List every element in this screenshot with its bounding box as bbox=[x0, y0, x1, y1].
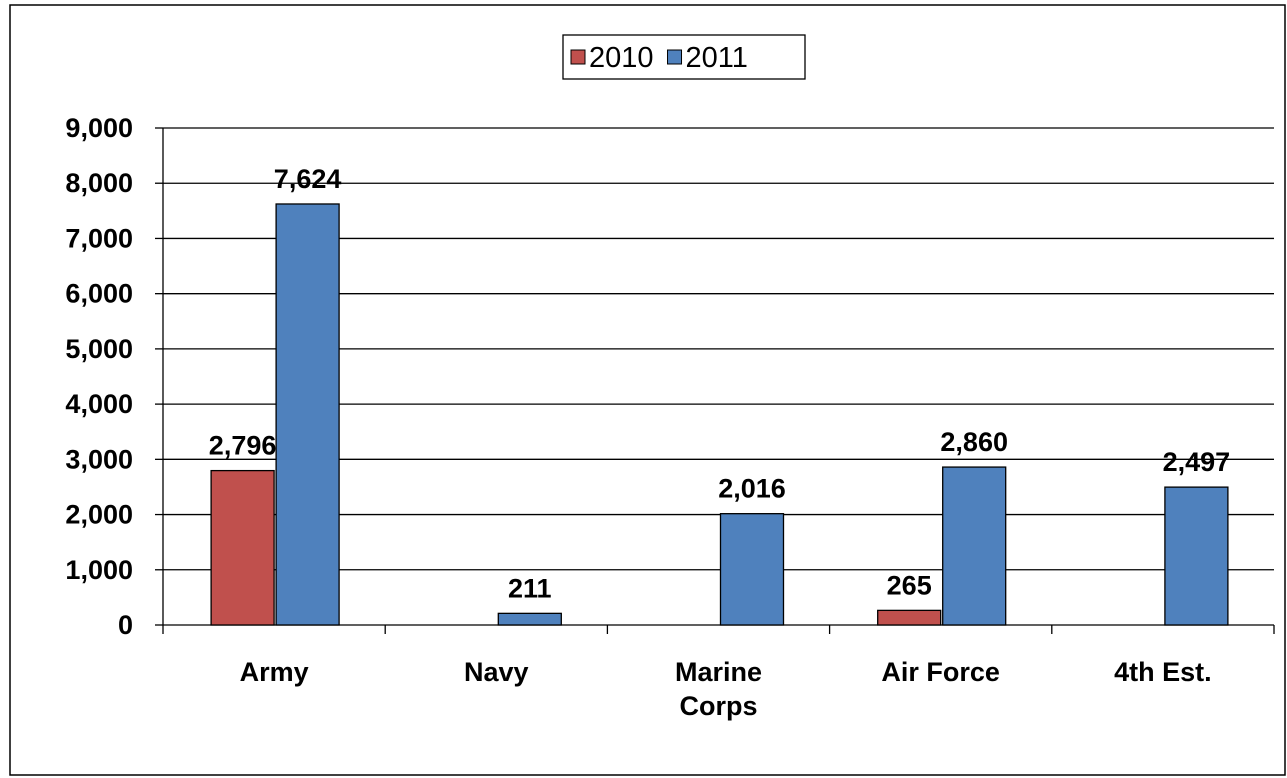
bar bbox=[275, 203, 340, 626]
bar bbox=[497, 612, 562, 626]
bar bbox=[1164, 486, 1229, 626]
x-tick-label: Marine Corps bbox=[674, 657, 763, 721]
chart-border bbox=[9, 4, 1286, 776]
legend-label: 2010 bbox=[589, 42, 654, 74]
y-tick-label: 4,000 bbox=[65, 389, 133, 419]
y-tick-label: 7,000 bbox=[65, 223, 133, 253]
legend-box bbox=[562, 34, 806, 80]
data-label: 2,016 bbox=[718, 474, 786, 504]
data-label: 7,624 bbox=[274, 164, 342, 194]
y-tick-label: 3,000 bbox=[65, 444, 133, 474]
data-label: 2,796 bbox=[209, 431, 277, 461]
bar bbox=[210, 469, 275, 626]
data-label: 265 bbox=[887, 570, 932, 600]
data-label: 2,860 bbox=[940, 427, 1008, 457]
x-tick-label: 4th Est. bbox=[1114, 657, 1212, 687]
bar bbox=[719, 513, 785, 626]
y-tick-label: 9,000 bbox=[65, 113, 133, 143]
data-label: 211 bbox=[508, 573, 552, 603]
legend-label: 2011 bbox=[686, 42, 748, 74]
bar bbox=[942, 466, 1007, 626]
data-label: 2,497 bbox=[1163, 447, 1231, 477]
y-tick-label: 1,000 bbox=[65, 555, 133, 585]
x-tick-label: Navy bbox=[464, 657, 529, 687]
bar bbox=[877, 609, 942, 626]
x-tick-label: Army bbox=[239, 657, 309, 687]
y-tick-label: 6,000 bbox=[65, 279, 133, 309]
legend-swatch bbox=[667, 49, 683, 65]
x-tick-label: Air Force bbox=[881, 657, 1000, 687]
y-tick-label: 8,000 bbox=[65, 168, 133, 198]
y-tick-label: 2,000 bbox=[65, 500, 133, 530]
y-tick-label: 5,000 bbox=[65, 334, 133, 364]
legend-swatch bbox=[570, 49, 586, 65]
y-tick-label: 0 bbox=[118, 610, 133, 640]
